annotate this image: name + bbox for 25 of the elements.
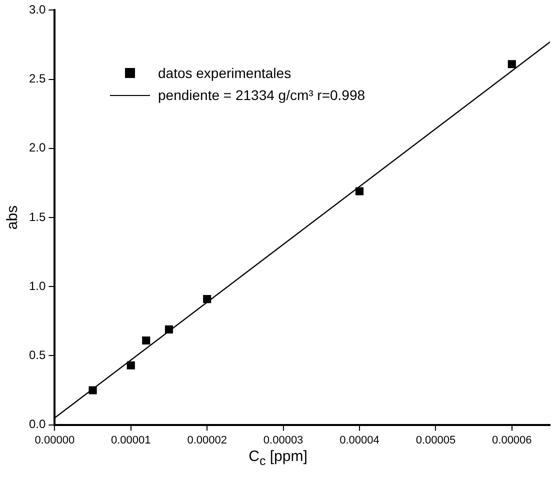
x-tick-label: 0.00000 <box>34 434 75 446</box>
point <box>203 295 212 304</box>
y-tick-label: 1.0 <box>28 278 46 293</box>
legend-label: datos experimentales <box>158 64 292 83</box>
x-tick-label: 0.00005 <box>416 434 456 446</box>
point <box>164 325 174 334</box>
x-tick-label: 0.00006 <box>492 434 532 446</box>
x-tick-label: 0.00003 <box>263 434 304 446</box>
point <box>142 336 150 345</box>
x-tick-label: 0.00001 <box>111 434 151 446</box>
x-tick-label: 0.00002 <box>187 434 227 446</box>
y-tick-label: 2.0 <box>28 140 46 155</box>
point <box>126 361 135 370</box>
point <box>508 60 516 68</box>
point <box>88 386 97 394</box>
y-tick-label: 0.0 <box>28 417 46 432</box>
point <box>355 187 364 196</box>
y-tick-label: 1.5 <box>28 210 46 224</box>
legend-label: pendiente = 21334 g/cm³ r=0.998 <box>158 86 366 105</box>
y-tick-label: 3.0 <box>28 2 46 17</box>
x-tick-label: 0.00004 <box>340 434 380 446</box>
y-axis-title: abs <box>4 205 22 230</box>
x-axis-title: C$_{c}$ [ppm] <box>248 448 308 468</box>
y-tick-label: 2.5 <box>28 72 46 86</box>
y-tick-label: 0.5 <box>28 348 46 362</box>
